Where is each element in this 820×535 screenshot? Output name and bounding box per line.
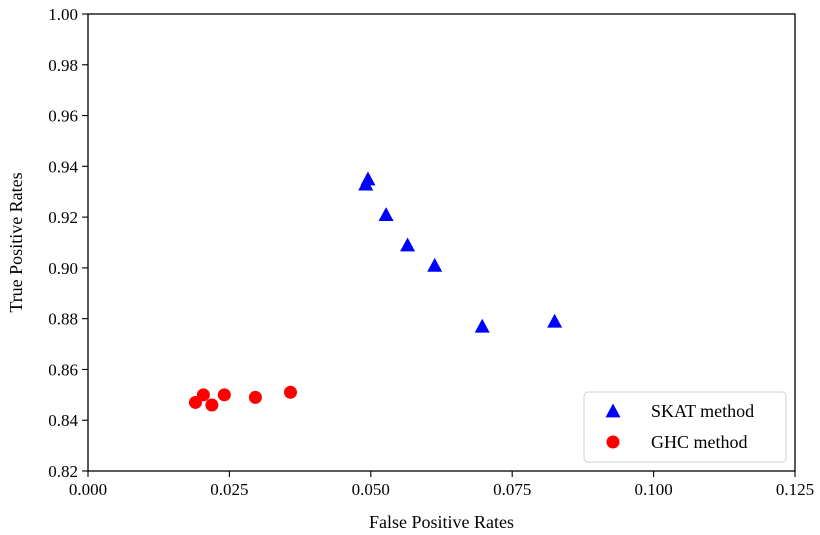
- y-tick-label: 0.90: [48, 259, 78, 278]
- skat-point: [360, 171, 376, 186]
- ghc-point: [217, 388, 231, 402]
- y-tick-label: 0.86: [48, 360, 78, 379]
- plot-area: [87, 13, 796, 472]
- x-axis: 0.000 0.025 0.050 0.075 0.100 0.125: [69, 471, 814, 499]
- skat-point: [474, 318, 490, 333]
- ghc-point: [283, 385, 297, 399]
- x-tick-label: 0.050: [352, 480, 390, 499]
- legend-frame: [583, 391, 787, 463]
- y-axis-title: True Positive Rates: [6, 172, 26, 312]
- x-tick-label: 0.100: [634, 480, 672, 499]
- y-tick-label: 0.84: [48, 411, 78, 430]
- y-tick-label: 0.92: [48, 208, 78, 227]
- legend-marker: [605, 403, 621, 418]
- y-axis: 0.82 0.84 0.86 0.88 0.90 0.92 0.94 0.96 0.98 1.00: [48, 5, 88, 481]
- y-tick-label: 0.96: [48, 107, 78, 126]
- x-tick-label: 0.125: [776, 480, 814, 499]
- skat-point: [427, 257, 443, 272]
- y-tick-label: 0.94: [48, 157, 78, 176]
- legend-marker: [606, 435, 620, 449]
- plot-frame: [87, 13, 796, 472]
- legend-label: SKAT method: [651, 401, 754, 421]
- ghc-point: [196, 388, 210, 402]
- x-tick-label: 0.025: [210, 480, 248, 499]
- legend: SKAT method GHC method: [583, 391, 787, 463]
- x-tick-label: 0.075: [493, 480, 531, 499]
- data-points: [188, 171, 563, 412]
- legend-label: GHC method: [651, 432, 748, 452]
- x-tick-label: 0.000: [69, 480, 107, 499]
- x-axis-title: False Positive Rates: [369, 512, 514, 532]
- skat-point: [378, 207, 394, 221]
- y-tick-label: 1.00: [48, 5, 78, 24]
- ghc-point: [205, 398, 219, 412]
- y-tick-label: 0.98: [48, 56, 78, 75]
- ghc-point: [248, 390, 262, 404]
- y-tick-label: 0.82: [48, 462, 78, 481]
- skat-point: [547, 313, 563, 328]
- skat-point: [400, 237, 416, 252]
- y-tick-label: 0.88: [48, 310, 78, 329]
